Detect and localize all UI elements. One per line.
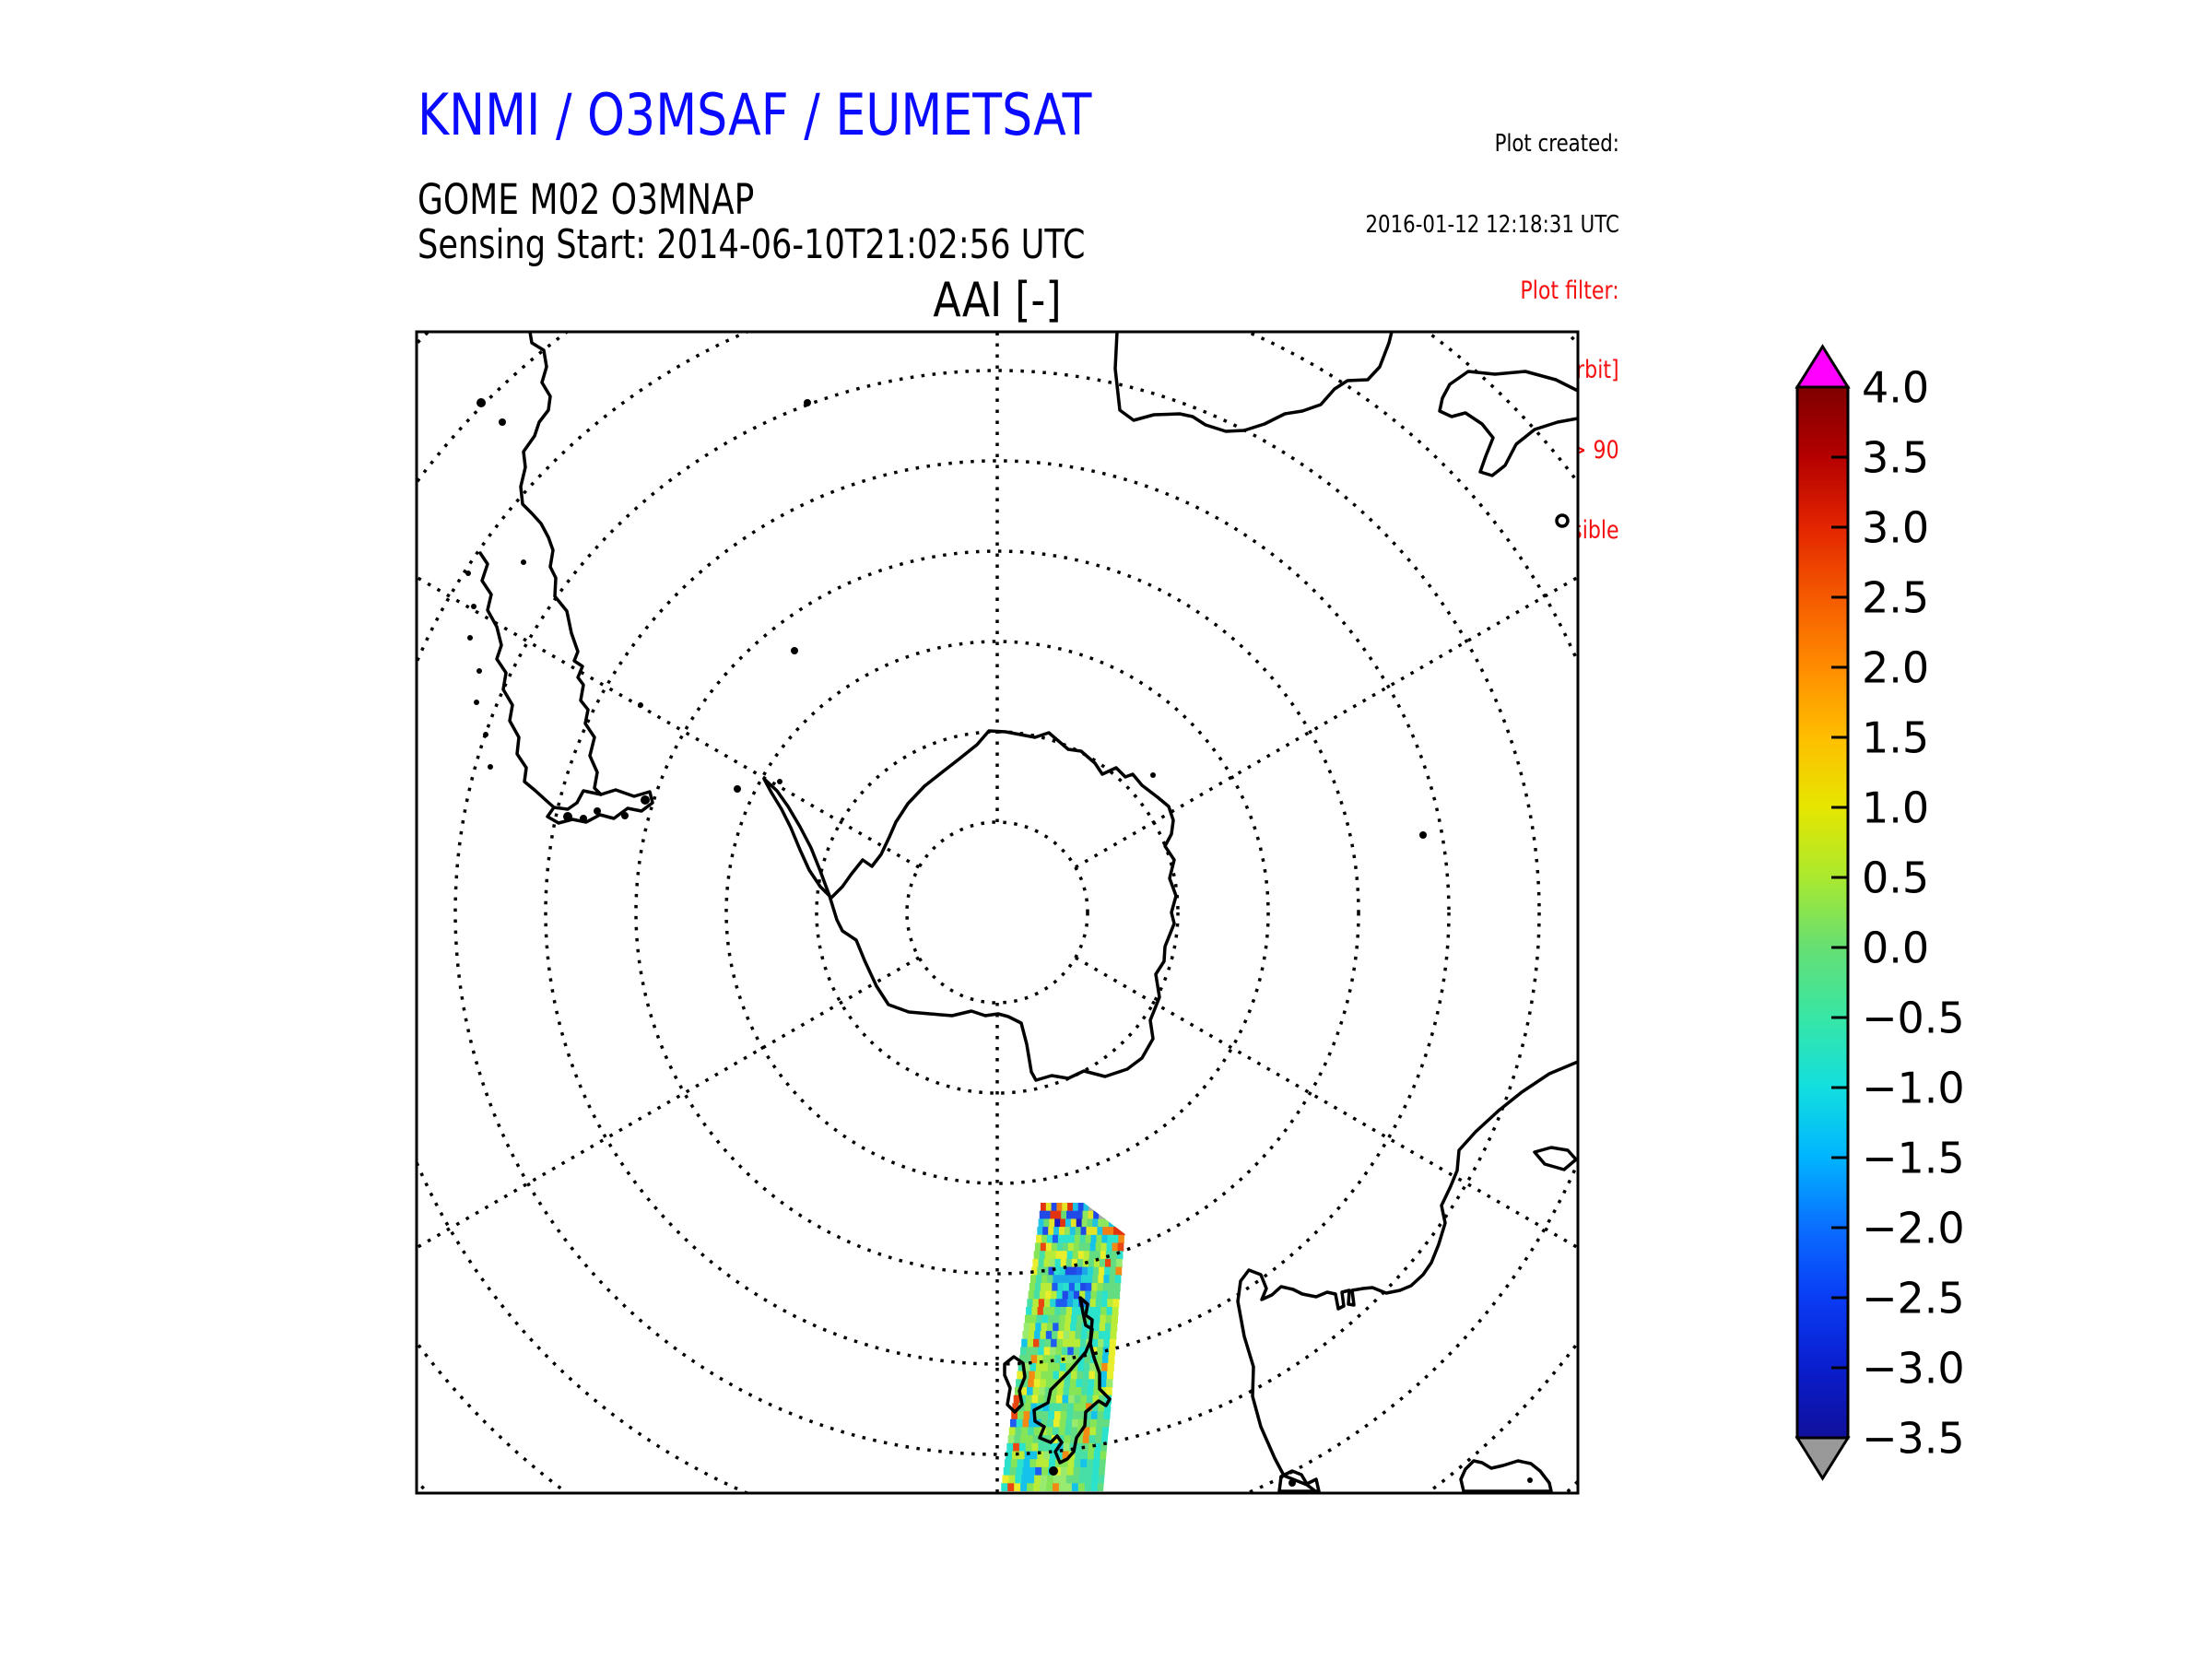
colorbar-tick-label: −0.5 [1862, 994, 1965, 1043]
plot-created-label: Plot created: [1494, 130, 1619, 159]
latitude-circle [453, 369, 1541, 1456]
small-island [638, 702, 643, 708]
coastline-new-zealand-north-island-edge [1277, 1469, 1321, 1493]
organization-title: KNMI / O3MSAF / EUMETSAT [418, 81, 1092, 148]
coastline-new-zealand-nw-cape [1003, 1355, 1027, 1414]
small-island [474, 700, 479, 705]
product-name: GOME M02 O3MNAP [418, 175, 755, 224]
small-island [521, 559, 526, 565]
graticule [417, 332, 1578, 1493]
colorbar-gradient [1795, 385, 1850, 1440]
coastline-tasmania [1459, 1459, 1553, 1493]
latitude-circle [815, 730, 1180, 1095]
small-island [621, 812, 629, 819]
coastline-south-america-east-coast [519, 332, 603, 796]
small-island [465, 571, 471, 576]
map-frame [415, 330, 1580, 1495]
small-island [804, 399, 811, 406]
coastline-australia [1236, 1060, 1578, 1493]
plot-filter-label: Plot filter: [1520, 276, 1619, 305]
latitude-circle [634, 549, 1360, 1276]
small-island [641, 795, 650, 805]
small-island [488, 764, 493, 770]
colorbar-tick-label: −2.5 [1862, 1274, 1965, 1324]
small-island [1288, 1479, 1296, 1487]
colorbar-tick-label: 1.5 [1862, 713, 1929, 763]
small-island [734, 785, 741, 793]
small-island [477, 668, 482, 674]
colorbar-tick-label: 0.5 [1862, 853, 1929, 903]
coastline-patagonia-fjord-coast [478, 551, 556, 809]
plot-created-block: Plot created: 2016-01-12 12:18:31 UTC [1366, 77, 1619, 292]
colorbar-tick-label: −1.5 [1862, 1134, 1965, 1183]
coastline-new-zealand-south-island [1032, 1296, 1112, 1465]
small-island [499, 418, 506, 426]
coastline-madagascar-landmass [1438, 370, 1578, 477]
map-title: AAI [-] [933, 273, 1062, 328]
colorbar: 4.0 3.5 3.0 2.5 2.0 1.5 1.0 0.5 0.0 −0.5 −1.0 −1.5 −… [1794, 344, 1965, 1481]
small-island [1049, 1466, 1058, 1476]
small-island [1419, 831, 1427, 839]
colorbar-tick-label: 1.0 [1862, 783, 1929, 833]
small-island [777, 779, 782, 784]
small-island [791, 647, 798, 654]
latitude-circle [905, 820, 1089, 1005]
coastline-tierra-del-fuego [546, 788, 654, 825]
colorbar-tick-label: −3.5 [1862, 1414, 1965, 1464]
coastline-island-corner-se [1533, 1146, 1578, 1171]
colorbar-over-arrow [1794, 344, 1851, 389]
ring-island [1555, 513, 1570, 528]
colorbar-tick-label: 0.0 [1862, 924, 1929, 973]
coastline-antarctica [762, 729, 1178, 1082]
satellite-swath [1001, 1203, 1126, 1491]
colorbar-tick-label: 3.5 [1862, 433, 1929, 483]
latitude-circle [724, 640, 1270, 1185]
colorbar-tick-label: 4.0 [1862, 363, 1929, 413]
colorbar-tick-label: 3.0 [1862, 503, 1929, 553]
small-island [471, 604, 477, 609]
small-island [580, 815, 587, 822]
small-island [563, 812, 572, 821]
colorbar-under-arrow [1794, 1436, 1851, 1481]
colorbar-tick-label: −3.0 [1862, 1344, 1965, 1394]
colorbar-tick-label: −1.0 [1862, 1064, 1965, 1113]
colorbar-tick-label: −2.0 [1862, 1204, 1965, 1253]
sensing-start-line: Sensing Start: 2014-06-10T21:02:56 UTC [418, 221, 1086, 268]
small-island [467, 635, 473, 641]
small-island [483, 732, 488, 737]
colorbar-tick-label: 2.0 [1862, 643, 1929, 693]
small-island [1150, 772, 1156, 778]
coastline-south-africa [1113, 332, 1394, 433]
plot-created-timestamp: 2016-01-12 12:18:31 UTC [1365, 210, 1619, 239]
small-island [477, 398, 486, 407]
small-island [1527, 1477, 1533, 1483]
small-island [594, 807, 601, 815]
map-background [417, 332, 1578, 1493]
coastlines [465, 332, 1578, 1493]
colorbar-tick-label: 2.5 [1862, 573, 1929, 623]
latitude-circle [544, 459, 1451, 1366]
